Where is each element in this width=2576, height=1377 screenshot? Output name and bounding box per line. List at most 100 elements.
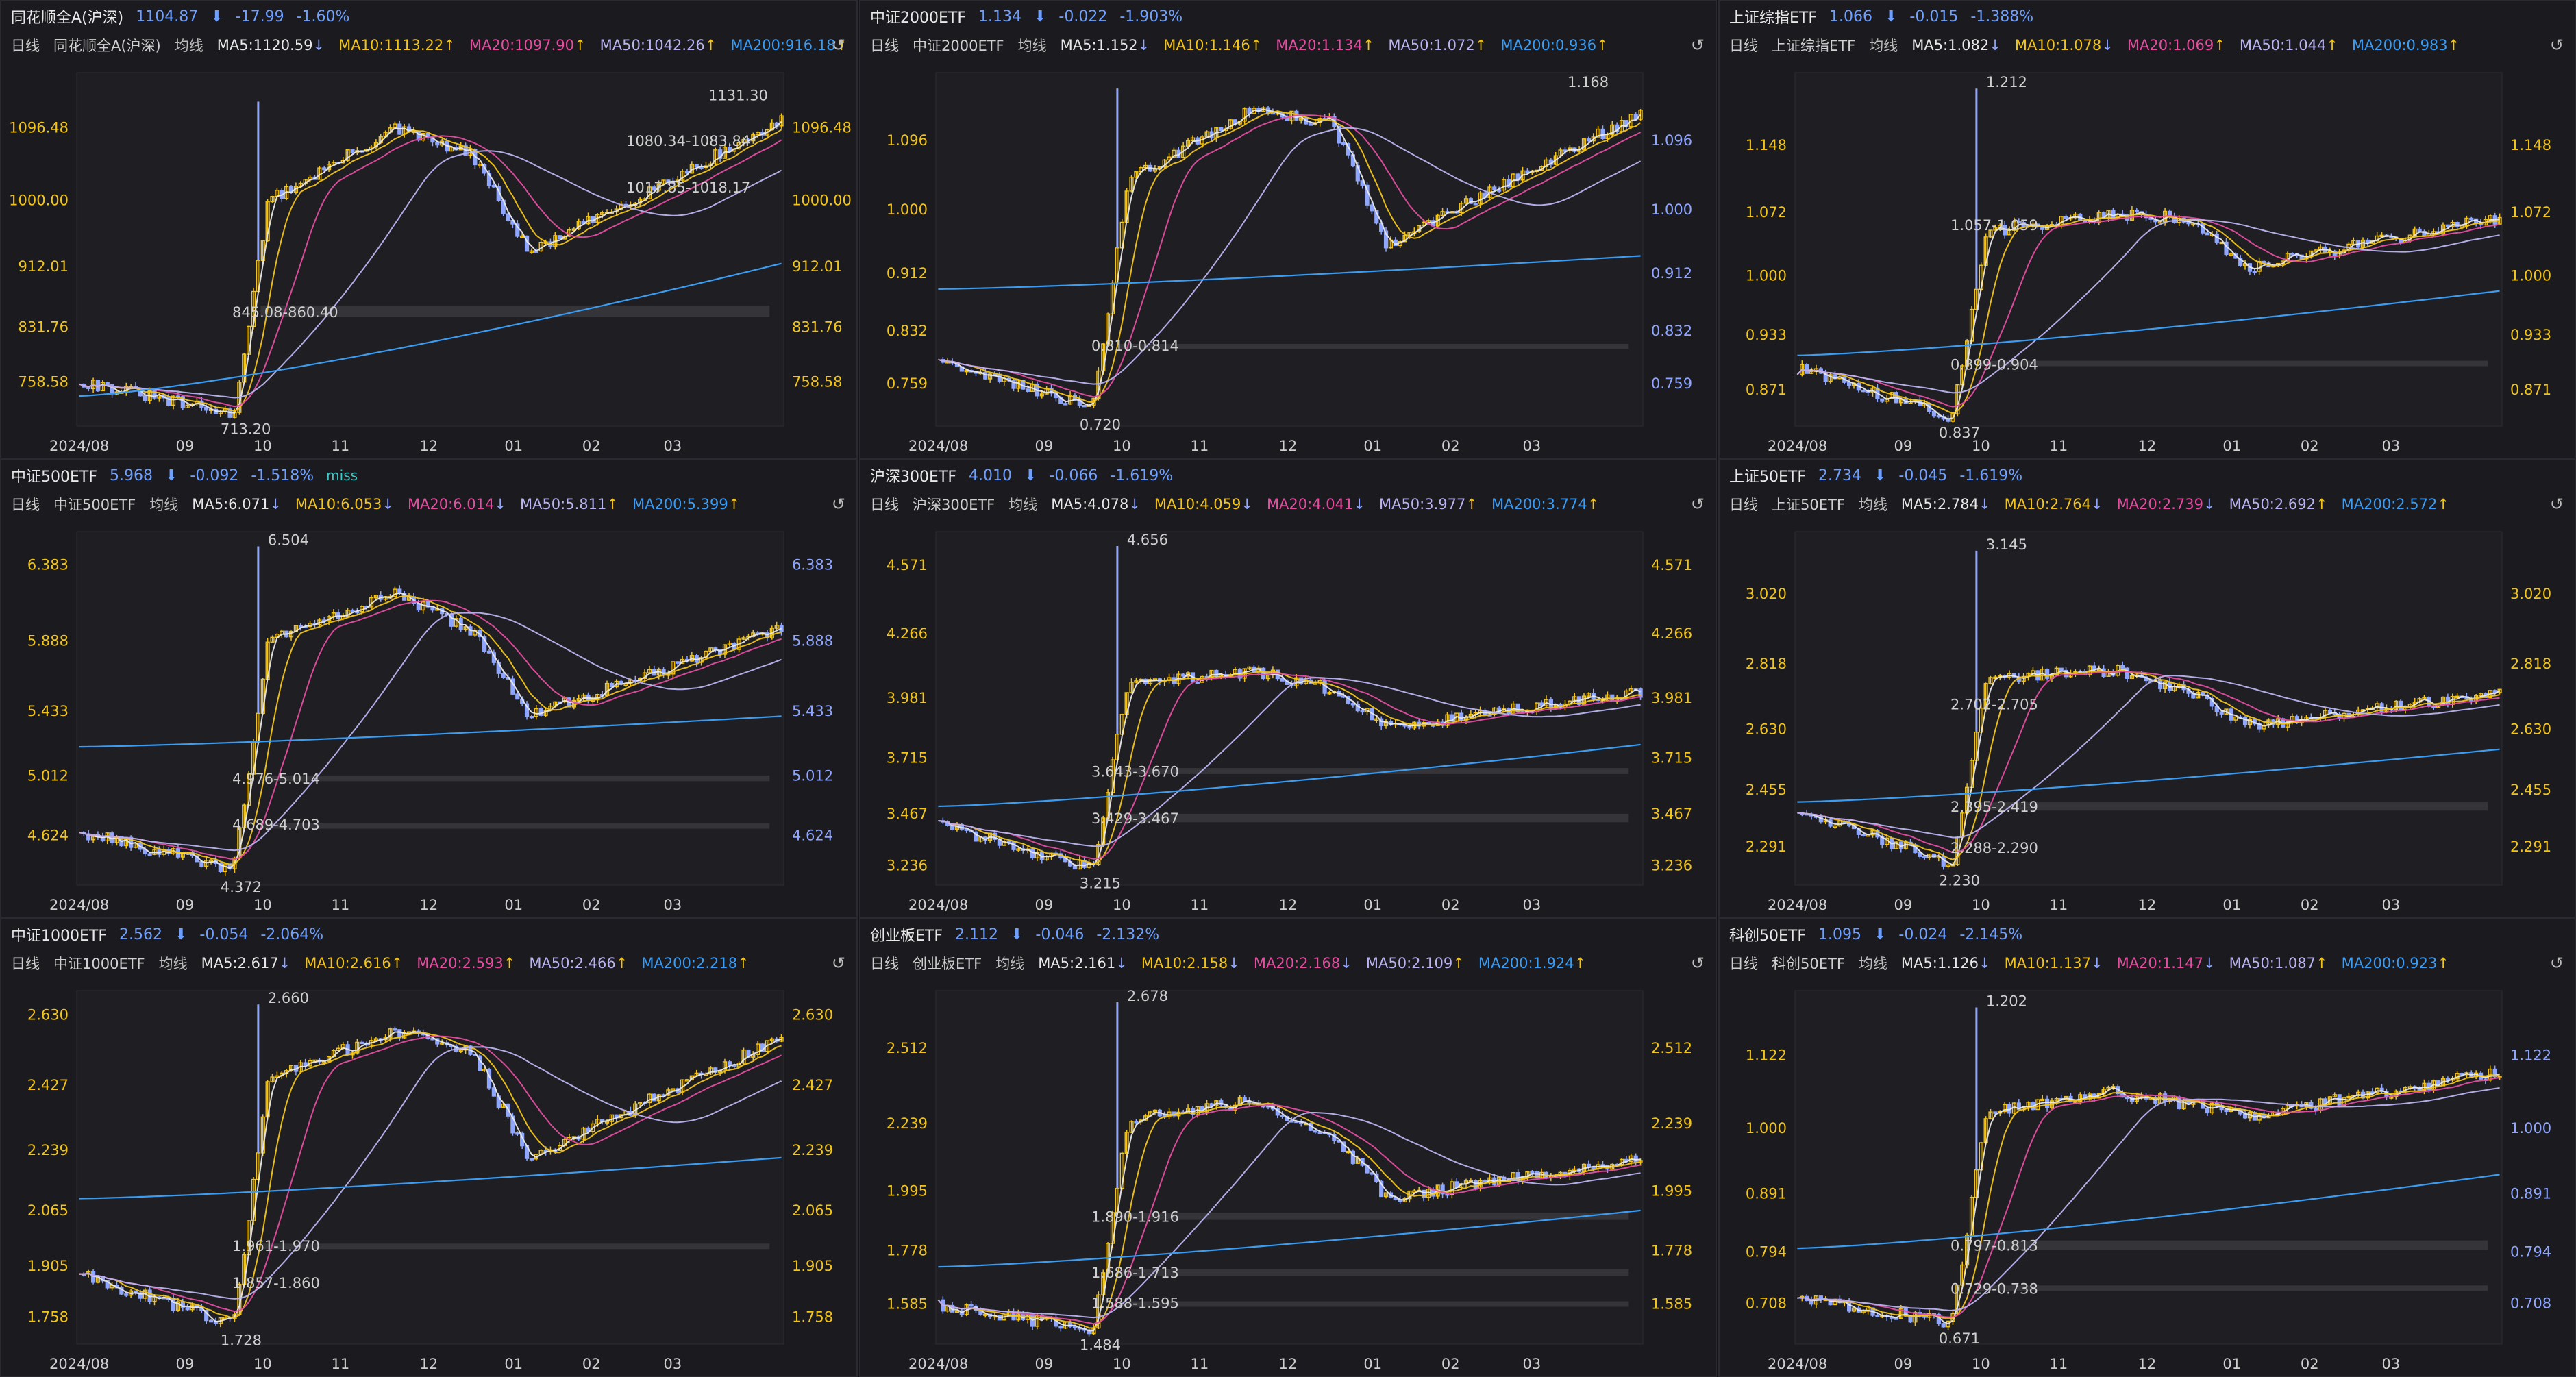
panel-title[interactable]: 上证50ETF	[1729, 469, 1806, 486]
y-tick-left: 1096.48	[9, 120, 69, 136]
candle-body	[515, 1132, 520, 1135]
y-tick-right: 912.01	[792, 258, 842, 275]
y-tick-right: 2.239	[792, 1142, 833, 1158]
panel-title[interactable]: 科创50ETF	[1729, 928, 1806, 945]
x-tick: 12	[420, 1356, 438, 1372]
ma50-value: MA50:2.109	[1365, 955, 1453, 971]
period-label[interactable]: 日线	[1729, 497, 1758, 513]
high-label: 6.504	[268, 532, 309, 549]
undo-icon[interactable]: ↺	[2549, 495, 2564, 514]
undo-icon[interactable]: ↺	[1690, 495, 1705, 514]
ma10-up-arrow-icon: ↑	[1250, 37, 1263, 53]
panel-title[interactable]: 沪深300ETF	[870, 469, 956, 486]
ma-toggle[interactable]: 均线	[1858, 497, 1887, 513]
price-change: -0.015	[1909, 8, 1959, 25]
undo-icon[interactable]: ↺	[1690, 36, 1705, 55]
candle-body	[1993, 227, 1998, 231]
x-tick: 01	[504, 438, 523, 454]
candle-body	[2252, 271, 2257, 273]
panel-title[interactable]: 上证综指ETF	[1729, 10, 1817, 27]
y-tick-right: 1.000	[2510, 1120, 2551, 1137]
candle-body	[501, 673, 506, 678]
panel-title[interactable]: 中证1000ETF	[11, 928, 107, 945]
undo-icon[interactable]: ↺	[831, 495, 845, 514]
period-label[interactable]: 日线	[1729, 38, 1758, 54]
x-tick: 09	[1035, 1356, 1053, 1372]
y-tick-right: 1.778	[1651, 1243, 1692, 1259]
undo-icon[interactable]: ↺	[2549, 36, 2564, 55]
candlestick-chart[interactable]: 3.020 3.020 2.818 2.818 2.630 2.630 2.455 2.455…	[1720, 518, 2576, 918]
ma20-up-arrow-icon: ↑	[1362, 37, 1375, 53]
y-tick-left: 2.455	[1746, 782, 1787, 798]
period-label[interactable]: 日线	[870, 497, 899, 513]
period-label[interactable]: 日线	[870, 956, 899, 972]
x-tick: 10	[1113, 897, 1131, 913]
panel-title[interactable]: 同花顺全A(沪深)	[11, 10, 124, 27]
y-tick-right: 0.794	[2510, 1243, 2551, 1260]
panel-title[interactable]: 中证500ETF	[11, 469, 97, 486]
ma-toggle[interactable]: 均线	[1008, 497, 1038, 513]
candlestick-chart[interactable]: 1.148 1.148 1.072 1.072 1.000 1.000 0.933 0.933…	[1720, 59, 2576, 459]
indicator-bar: 日线 沪深300ETF 均线 MA5:4.078↓ MA10:4.059↓ MA20:4.…	[860, 491, 1716, 518]
panel-title[interactable]: 中证2000ETF	[870, 10, 966, 27]
y-tick-left: 2.239	[27, 1142, 69, 1158]
period-label[interactable]: 日线	[11, 38, 40, 54]
candle-body	[1823, 373, 1828, 382]
x-tick: 03	[1523, 438, 1541, 454]
gap-annotation: 3.429-3.467	[1091, 810, 1179, 827]
ma10-value: MA10:1113.22	[338, 37, 444, 53]
candle-body	[491, 1087, 496, 1097]
panel-title[interactable]: 创业板ETF	[870, 928, 943, 945]
ma10-legend: MA10:2.616↑	[304, 955, 403, 971]
undo-icon[interactable]: ↺	[831, 36, 845, 55]
x-tick: 02	[1441, 1356, 1460, 1372]
candlestick-chart[interactable]: 6.383 6.383 5.888 5.888 5.433 5.433 5.012 5.012…	[1, 518, 858, 918]
candle-body	[1152, 1109, 1158, 1113]
ma-toggle[interactable]: 均线	[149, 497, 179, 513]
candlestick-chart[interactable]: 1096.48 1096.48 1000.00 1000.00 912.01 912.01…	[1, 59, 858, 459]
candlestick-chart[interactable]: 1.096 1.096 1.000 1.000 0.912 0.912 0.832 0.832…	[860, 59, 1717, 459]
undo-icon[interactable]: ↺	[1690, 954, 1705, 973]
chart-panel: 中证500ETF 5.968 ⬇ -0.092 -1.518% miss 日线 中证500ET…	[0, 459, 858, 918]
candle-body	[86, 833, 91, 841]
x-tick: 11	[2050, 1356, 2068, 1372]
ma200-up-arrow-icon: ↑	[1574, 955, 1587, 971]
candle-body	[1383, 1192, 1389, 1198]
candle-body	[1875, 1315, 1880, 1317]
period-label[interactable]: 日线	[11, 497, 40, 513]
ma-toggle[interactable]: 均线	[174, 38, 203, 54]
candlestick-chart[interactable]: 1.122 1.122 1.000 1.000 0.891 0.891 0.794 0.794…	[1720, 977, 2576, 1377]
candlestick-chart[interactable]: 2.630 2.630 2.427 2.427 2.239 2.239 2.065 2.065…	[1, 977, 858, 1377]
period-label[interactable]: 日线	[11, 956, 40, 972]
candle-body	[609, 682, 614, 688]
y-tick-right: 1096.48	[792, 120, 852, 136]
ma-toggle[interactable]: 均线	[995, 956, 1025, 972]
period-label[interactable]: 日线	[1729, 956, 1758, 972]
candle-body	[1379, 1180, 1384, 1198]
candlestick-chart[interactable]: 2.512 2.512 2.239 2.239 1.995 1.995 1.778 1.778…	[860, 977, 1717, 1377]
period-label[interactable]: 日线	[870, 38, 899, 54]
ma-toggle[interactable]: 均线	[1869, 38, 1898, 54]
ma20-value: MA20:2.593	[417, 955, 504, 971]
candle-body	[458, 1049, 463, 1052]
candle-body	[171, 1298, 176, 1311]
ma-toggle[interactable]: 均线	[158, 956, 188, 972]
ma-toggle[interactable]: 均线	[1017, 38, 1047, 54]
ma-toggle[interactable]: 均线	[1858, 956, 1887, 972]
undo-icon[interactable]: ↺	[2549, 954, 2564, 973]
y-tick-right: 2.065	[792, 1202, 833, 1219]
candle-body	[2158, 680, 2163, 689]
last-price: 2.112	[955, 926, 998, 943]
candle-body	[1885, 397, 1890, 402]
y-tick-right: 1000.00	[792, 193, 852, 209]
candle-body	[656, 183, 661, 191]
sub-title: 创业板ETF	[913, 956, 982, 972]
undo-icon[interactable]: ↺	[831, 954, 845, 973]
ma10-down-arrow-icon: ↓	[382, 496, 394, 512]
candle-body	[1350, 703, 1355, 706]
ma10-line	[938, 110, 1642, 404]
y-tick-left: 1.000	[1746, 268, 1787, 284]
candle-body	[147, 853, 152, 856]
candle-body	[482, 636, 487, 652]
candlestick-chart[interactable]: 4.571 4.571 4.266 4.266 3.981 3.981 3.715 3.715…	[860, 518, 1717, 918]
